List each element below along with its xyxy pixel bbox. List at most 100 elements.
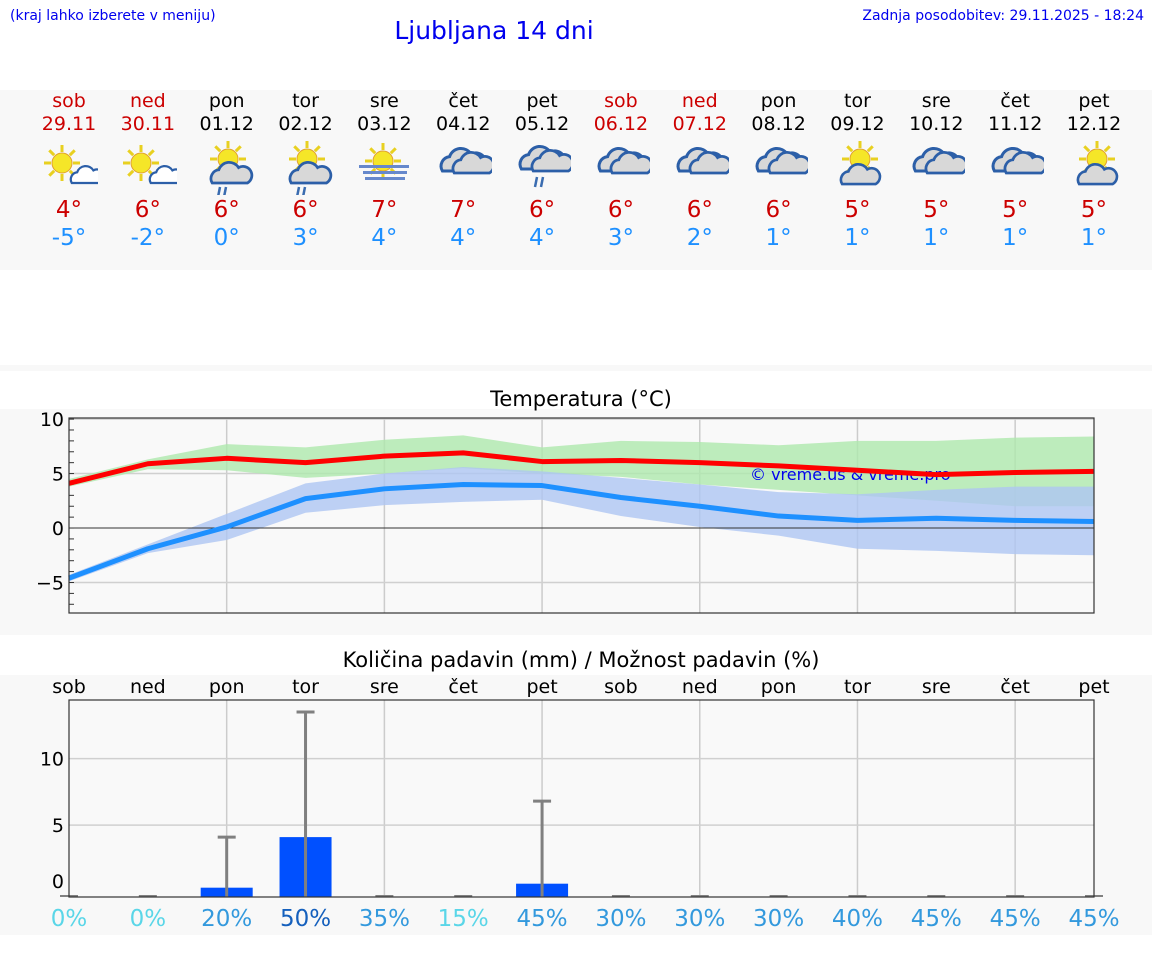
min-temp: 2° [686, 225, 713, 251]
precipitation-probability: 45% [911, 906, 962, 932]
overcast-icon [975, 136, 1055, 198]
precipitation-probability: 35% [359, 906, 410, 932]
day-date: 29.11 [41, 113, 97, 135]
day-date: 03.12 [357, 113, 412, 135]
x-day-label: tor [292, 676, 319, 698]
x-day-label: čet [448, 676, 478, 698]
overcast-icon [423, 136, 503, 198]
day-date: 05.12 [514, 113, 570, 135]
temperature-chart-title: Temperatura (°C) [490, 387, 672, 411]
day-name: pet [526, 90, 558, 112]
day-forecast: pon 08.12 6° 1° [739, 90, 819, 252]
day-name: tor [844, 90, 871, 112]
x-day-label: pon [761, 676, 797, 698]
day-forecast: čet 11.12 5° 1° [975, 90, 1055, 252]
day-date: 09.12 [830, 113, 885, 135]
page-title: Ljubljana 14 dni [394, 16, 594, 45]
sun-cloud-icon [817, 136, 897, 198]
day-date: 12.12 [1066, 113, 1122, 135]
min-temp: 0° [213, 225, 240, 251]
day-date: 11.12 [987, 113, 1043, 135]
min-temp: 4° [371, 225, 398, 251]
y-tick-label: 0 [52, 871, 64, 893]
y-tick-label: 5 [52, 815, 64, 837]
day-date: 01.12 [199, 113, 254, 135]
last-updated: Zadnja posodobitev: 29.11.2025 - 18:24 [862, 8, 1144, 24]
precipitation-chart: 10 5 0 sob ned pon tor sre čet pet sob ned pon tor sre… [40, 676, 1120, 932]
overcast-icon [739, 136, 819, 198]
max-temp: 6° [134, 197, 161, 223]
overcast-icon [581, 136, 661, 198]
max-temp: 6° [292, 197, 319, 223]
min-temp: 1° [923, 225, 950, 251]
x-day-label: sob [604, 676, 638, 698]
x-day-label: ned [682, 676, 718, 698]
day-name: pet [1078, 90, 1110, 112]
precipitation-probability: 50% [280, 906, 331, 932]
day-date: 04.12 [436, 113, 491, 135]
divider [0, 365, 1152, 371]
day-date: 08.12 [751, 113, 806, 135]
min-temp: 3° [607, 225, 634, 251]
day-name: sre [369, 90, 399, 112]
max-temperature-line [68, 450, 1095, 486]
x-day-label: sob [52, 676, 86, 698]
day-forecast: pet 12.12 5° 1° [1054, 90, 1134, 252]
sun-small-cloud-icon [108, 136, 188, 198]
day-date: 02.12 [278, 113, 333, 135]
day-forecast: pet 05.12 6° 4° [502, 90, 582, 252]
day-forecast: sre 03.12 7° 4° [344, 90, 424, 252]
day-name: čet [1000, 90, 1030, 112]
x-day-label: pon [209, 676, 245, 698]
min-temp: 4° [528, 225, 556, 251]
max-temp: 6° [607, 197, 634, 223]
y-tick-label: 5 [52, 464, 64, 486]
y-tick-label: −5 [36, 572, 64, 594]
min-temp: 1° [844, 225, 871, 251]
max-temp: 5° [1002, 197, 1029, 223]
plot-area [69, 700, 1094, 897]
y-tick-label: 0 [52, 518, 64, 540]
max-temp: 5° [923, 197, 950, 223]
day-name: pon [208, 90, 245, 112]
overcast-icon [896, 136, 976, 198]
day-forecast: sre 10.12 5° 1° [896, 90, 976, 252]
x-day-label: pet [526, 676, 557, 698]
day-name: sob [604, 90, 638, 112]
day-forecast: tor 09.12 5° 1° [817, 90, 897, 252]
day-name: sob [52, 90, 86, 112]
precipitation-chart-title: Količina padavin (mm) / Možnost padavin … [342, 648, 820, 672]
sun-cloud-rain-icon [187, 136, 267, 198]
x-day-label: sre [370, 676, 399, 698]
min-temp: 1° [1080, 225, 1108, 251]
location-menu-hint: (kraj lahko izberete v meniju) [10, 8, 216, 24]
sun-cloud-icon [1054, 136, 1134, 198]
temperature-range-band [69, 435, 1094, 507]
min-temp: 4° [450, 225, 477, 251]
min-temp: 3° [292, 225, 319, 251]
day-date: 07.12 [672, 113, 727, 135]
precipitation-probability: 45% [1068, 906, 1119, 932]
x-day-label: tor [844, 676, 871, 698]
min-temp: -2° [130, 225, 166, 251]
day-name: čet [448, 90, 479, 112]
sun-cloud-rain-icon [266, 136, 346, 198]
min-temp: -5° [51, 225, 87, 251]
max-temp: 7° [371, 197, 398, 223]
precipitation-probability: 30% [595, 906, 646, 932]
day-forecast: ned 07.12 6° 2° [660, 90, 740, 252]
max-temp: 6° [765, 197, 792, 223]
x-day-label: ned [130, 676, 166, 698]
precipitation-probability: 30% [753, 906, 804, 932]
precipitation-probability: 40% [832, 906, 883, 932]
day-forecast: ned 30.11 6° -2° [108, 90, 188, 252]
day-name: ned [129, 90, 166, 112]
min-temp: 1° [1002, 225, 1029, 251]
max-temp: 6° [686, 197, 713, 223]
precipitation-probability: 0% [51, 906, 88, 932]
precipitation-probability: 20% [201, 906, 252, 932]
day-forecast: sob 06.12 6° 3° [581, 90, 661, 252]
precipitation-probability: 45% [990, 906, 1041, 932]
max-temp: 6° [213, 197, 240, 223]
precipitation-probability: 30% [674, 906, 725, 932]
